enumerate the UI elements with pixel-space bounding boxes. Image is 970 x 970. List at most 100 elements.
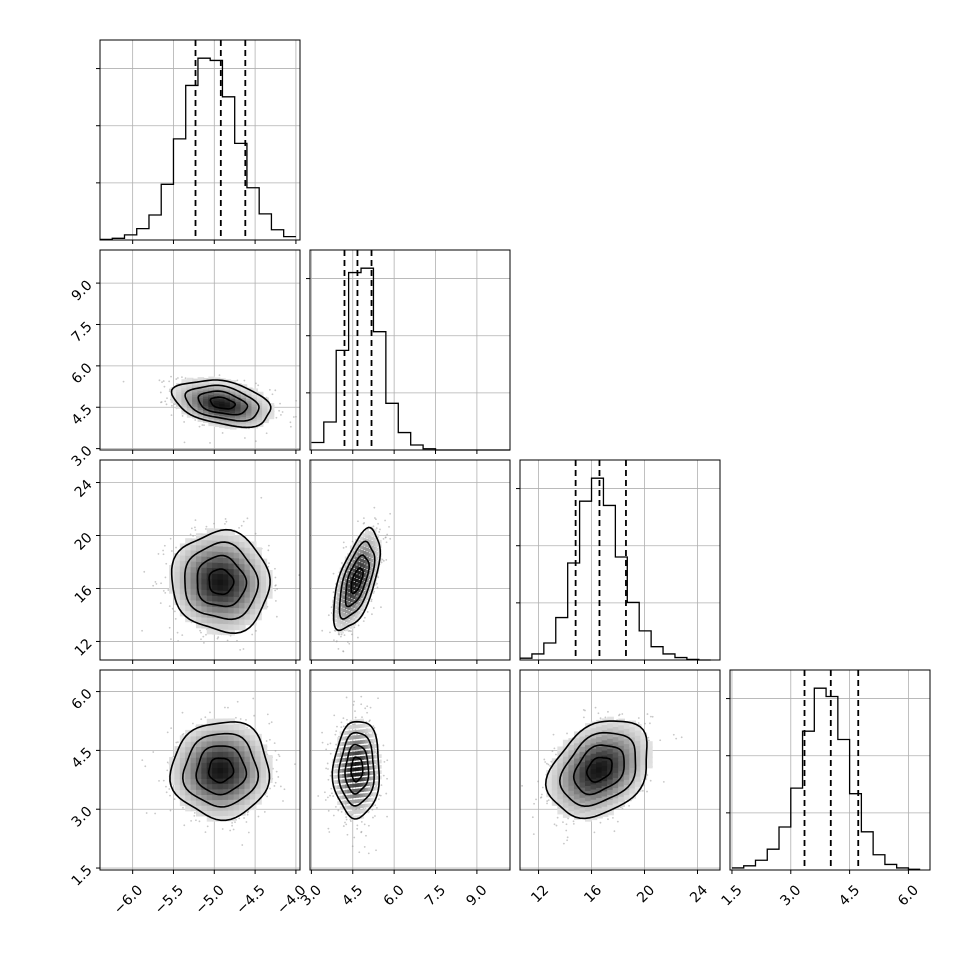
density-cell — [339, 620, 344, 625]
density-cell — [206, 809, 214, 817]
contour-3-0-1 — [195, 745, 248, 796]
sample-point — [334, 733, 337, 736]
density-cell — [195, 605, 203, 612]
density-cell — [334, 614, 339, 618]
density-cell — [201, 809, 208, 817]
sample-point — [662, 780, 665, 783]
density-cell — [347, 736, 352, 740]
density-cell — [623, 778, 631, 785]
sample-point — [340, 810, 343, 813]
density-cell — [573, 802, 581, 810]
density-cell — [190, 577, 198, 584]
density-cell — [342, 599, 347, 604]
density-cell — [579, 780, 587, 788]
density-cell — [365, 534, 369, 539]
sample-point — [333, 639, 335, 642]
density-cell — [365, 552, 369, 556]
density-cell — [222, 551, 230, 558]
density-cell — [339, 598, 344, 603]
density-cell — [347, 566, 352, 571]
sample-point — [174, 617, 177, 620]
density-cell — [568, 794, 576, 802]
sample-point — [363, 521, 366, 524]
sample-point — [367, 852, 370, 855]
sample-point — [275, 416, 278, 419]
density-cell — [367, 771, 372, 776]
sample-point — [176, 631, 179, 634]
density-cell — [217, 788, 225, 795]
density-cell — [365, 750, 369, 754]
density-cell — [217, 793, 225, 801]
sample-point — [370, 598, 373, 601]
contour-3-2-0 — [586, 756, 613, 783]
density-cell — [212, 766, 219, 774]
density-cell — [260, 744, 268, 752]
density-cell — [347, 610, 352, 615]
density-cell — [612, 740, 620, 748]
density-cell — [596, 770, 603, 778]
density-cell — [365, 723, 369, 728]
density-cell — [201, 783, 208, 790]
density-cell — [186, 377, 194, 385]
density-cell — [347, 615, 352, 619]
sample-point — [363, 846, 366, 848]
density-cell — [222, 584, 230, 591]
density-cell — [244, 755, 252, 763]
density-cell — [249, 585, 257, 593]
sample-point — [192, 534, 194, 537]
density-cell — [217, 573, 225, 580]
density-cell — [562, 755, 570, 762]
panel-frame — [309, 669, 511, 871]
sample-point — [649, 715, 652, 718]
density-cell — [239, 574, 246, 581]
density-cell — [557, 746, 565, 754]
density-cell — [185, 740, 192, 748]
density-cell — [623, 788, 631, 796]
density-cell — [370, 585, 375, 590]
density-cell — [228, 529, 235, 536]
density-cell — [195, 577, 203, 585]
density-cell — [585, 809, 592, 817]
density-cell — [607, 772, 614, 780]
histogram-panel-1 — [306, 249, 511, 454]
density-cell — [244, 771, 252, 779]
density-cell — [629, 791, 637, 799]
density-cell — [206, 734, 214, 742]
density-cell — [222, 771, 230, 779]
density-cell — [590, 792, 598, 800]
density-cell — [372, 760, 377, 764]
density-cell — [212, 718, 219, 726]
density-cell — [362, 533, 367, 538]
sample-point — [547, 763, 550, 766]
density-cell — [195, 793, 203, 801]
density-cell — [249, 787, 257, 795]
density-cell — [355, 587, 359, 592]
sample-point — [332, 814, 335, 817]
density-cell — [217, 528, 225, 536]
density-cell — [585, 753, 592, 761]
density-cell — [352, 612, 357, 617]
sample-point — [181, 415, 184, 417]
density-cell — [596, 801, 603, 809]
density-cell — [212, 572, 219, 580]
density-cell — [367, 557, 372, 562]
sample-point — [169, 794, 171, 797]
density-cell — [185, 538, 192, 545]
density-cell — [372, 733, 377, 738]
density-cell — [235, 383, 242, 390]
density-cell — [206, 605, 214, 613]
sample-point — [252, 697, 255, 700]
sample-point — [200, 631, 202, 634]
sample-point — [268, 738, 271, 741]
sample-point — [566, 836, 569, 839]
sample-point — [236, 700, 239, 703]
density-cell — [179, 548, 187, 556]
density-cell — [573, 777, 581, 785]
density-cell — [612, 796, 620, 804]
density-cell — [585, 784, 592, 792]
sample-point — [388, 525, 390, 528]
sample-point — [122, 380, 125, 383]
sample-point — [280, 414, 282, 416]
density-cell — [362, 745, 367, 749]
density-cell — [352, 724, 357, 729]
